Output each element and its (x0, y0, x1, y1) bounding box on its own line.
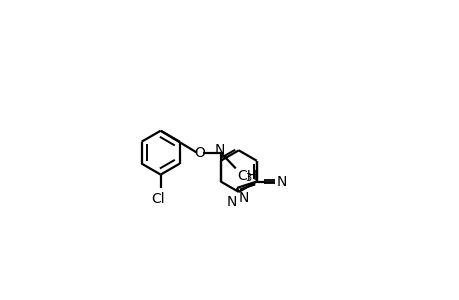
Text: CH: CH (236, 169, 257, 183)
Text: 3: 3 (245, 172, 251, 182)
Text: N: N (214, 142, 224, 157)
Text: O: O (194, 146, 205, 160)
Text: N: N (276, 175, 287, 188)
Text: N: N (226, 195, 236, 209)
Text: Cl: Cl (151, 192, 164, 206)
Text: N: N (238, 191, 248, 205)
